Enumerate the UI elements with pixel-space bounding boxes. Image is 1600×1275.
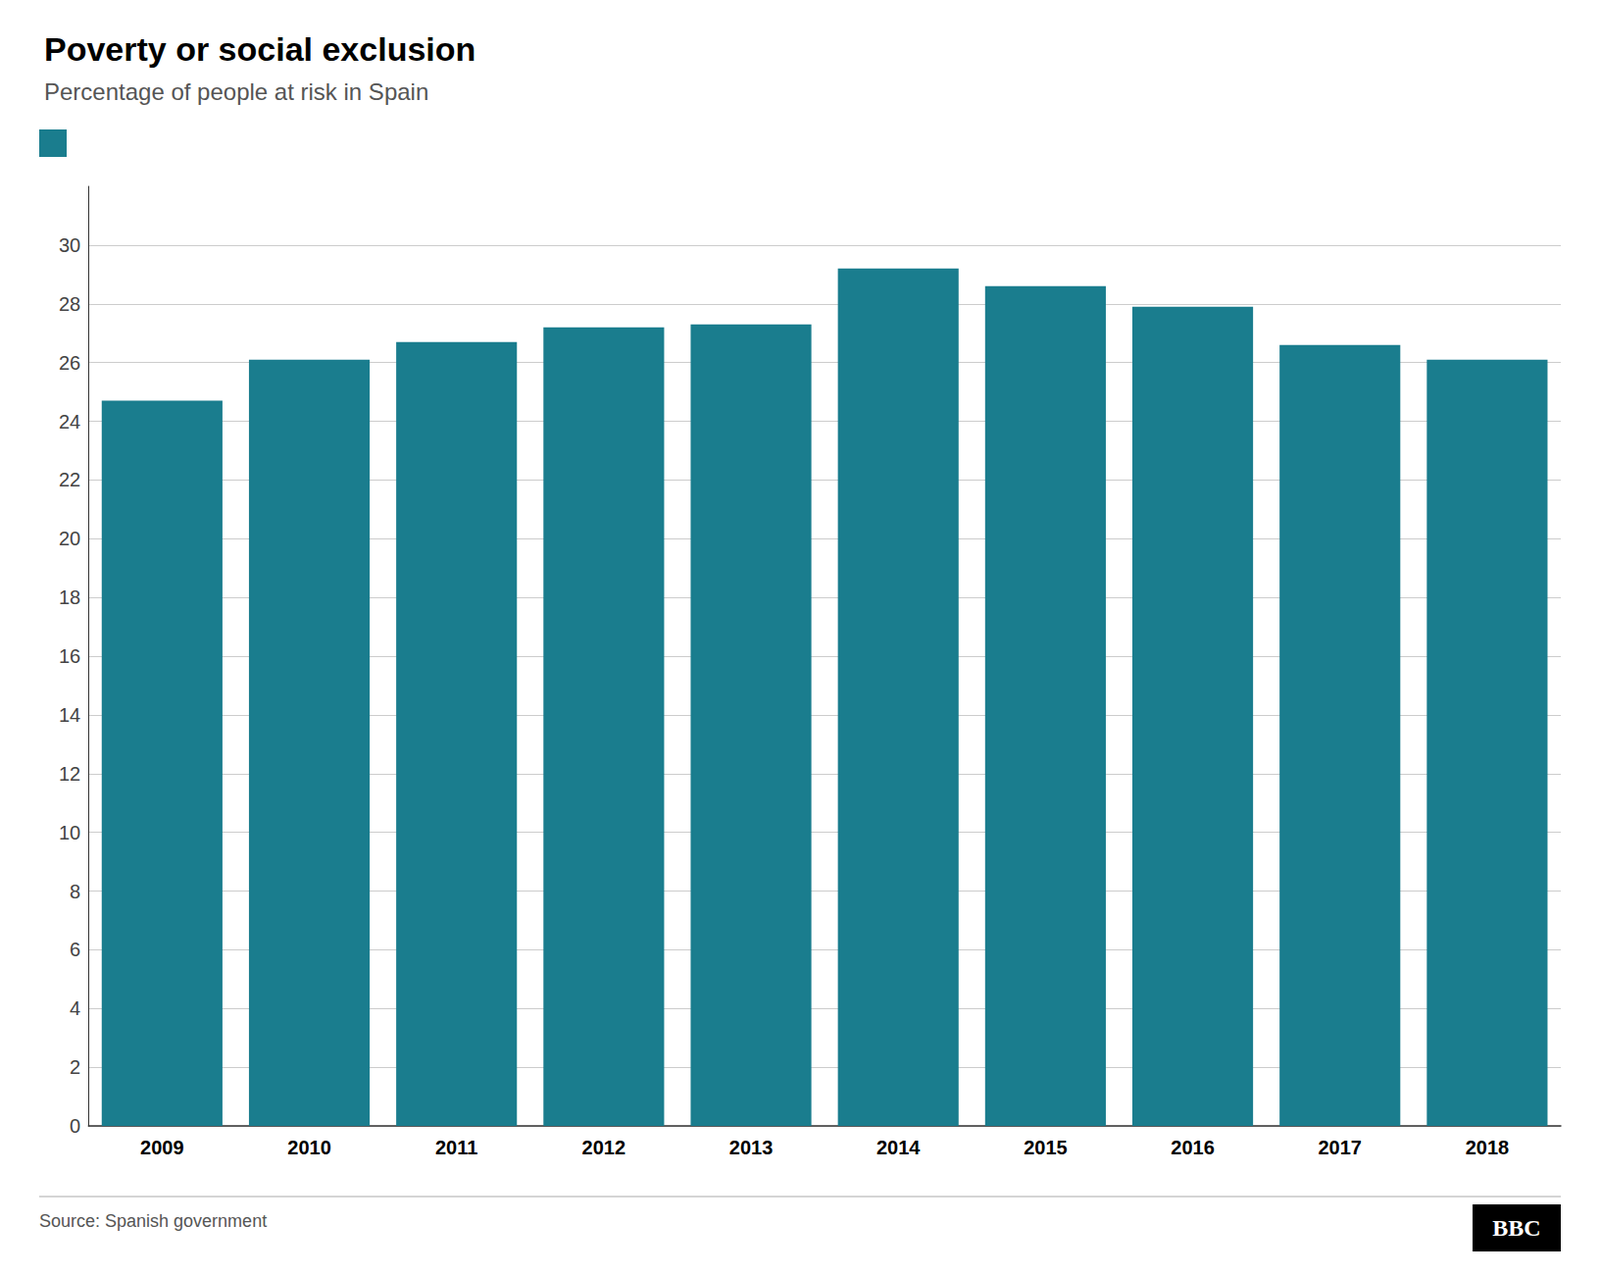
svg-text:28: 28 bbox=[58, 293, 81, 315]
svg-text:0: 0 bbox=[69, 1114, 81, 1137]
svg-text:2012: 2012 bbox=[582, 1136, 627, 1158]
svg-text:16: 16 bbox=[58, 645, 81, 667]
svg-text:14: 14 bbox=[58, 703, 81, 726]
svg-text:2010: 2010 bbox=[287, 1136, 332, 1158]
svg-text:BBC: BBC bbox=[1492, 1214, 1541, 1241]
svg-text:2009: 2009 bbox=[140, 1136, 185, 1158]
svg-text:2017: 2017 bbox=[1317, 1136, 1362, 1158]
svg-text:2011: 2011 bbox=[435, 1136, 478, 1158]
svg-text:26: 26 bbox=[58, 351, 81, 374]
svg-text:12: 12 bbox=[58, 762, 81, 785]
svg-text:18: 18 bbox=[58, 586, 81, 608]
svg-text:6: 6 bbox=[69, 938, 81, 960]
svg-text:2014: 2014 bbox=[876, 1136, 921, 1158]
svg-text:22: 22 bbox=[58, 468, 81, 491]
svg-text:24: 24 bbox=[58, 410, 81, 433]
svg-text:2018: 2018 bbox=[1465, 1136, 1510, 1158]
svg-text:8: 8 bbox=[69, 880, 81, 902]
svg-text:Poverty or social exclusion: Poverty or social exclusion bbox=[44, 30, 476, 68]
svg-text:Source: Spanish government: Source: Spanish government bbox=[39, 1210, 267, 1231]
svg-text:2016: 2016 bbox=[1170, 1136, 1215, 1158]
svg-text:2015: 2015 bbox=[1023, 1136, 1068, 1158]
svg-text:4: 4 bbox=[69, 997, 81, 1019]
svg-text:30: 30 bbox=[58, 234, 81, 256]
svg-text:2: 2 bbox=[69, 1055, 81, 1078]
svg-text:2013: 2013 bbox=[729, 1136, 774, 1158]
svg-text:20: 20 bbox=[58, 527, 81, 550]
svg-text:10: 10 bbox=[58, 821, 81, 844]
svg-text:Percentage of people at risk i: Percentage of people at risk in Spain bbox=[44, 78, 429, 105]
